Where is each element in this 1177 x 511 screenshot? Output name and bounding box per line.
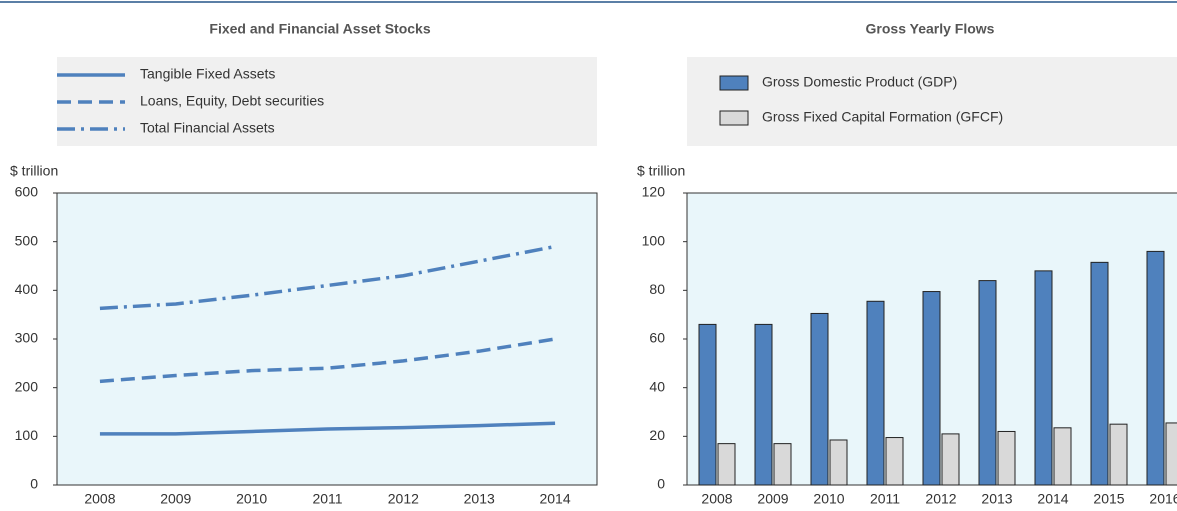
y-tick-label: 500	[15, 232, 39, 248]
y-axis-label: $ trillion	[10, 163, 58, 179]
bar	[997, 430, 1016, 486]
legend-swatch	[719, 110, 749, 126]
y-tick-label: 0	[657, 476, 665, 492]
x-tick-label: 2012	[925, 491, 956, 507]
bar	[829, 439, 848, 486]
y-tick-label: 200	[15, 378, 39, 394]
bar	[810, 312, 829, 486]
y-tick-label: 120	[642, 184, 666, 200]
x-tick-label: 2012	[388, 491, 419, 507]
legend-label: Gross Domestic Product (GDP)	[762, 74, 957, 90]
y-tick-label: 400	[15, 281, 39, 297]
y-tick-label: 100	[15, 427, 39, 443]
bar	[941, 433, 960, 486]
y-tick-label: 300	[15, 330, 39, 346]
y-tick-label: 20	[649, 427, 665, 443]
bar	[885, 437, 904, 486]
bar	[698, 323, 717, 486]
legend-label: Gross Fixed Capital Formation (GFCF)	[762, 109, 1003, 125]
y-tick-label: 80	[649, 281, 665, 297]
bar	[773, 443, 792, 486]
plot-area	[56, 192, 598, 486]
x-tick-label: 2008	[84, 491, 115, 507]
chart-title: Gross Yearly Flows	[866, 21, 995, 37]
line-series	[99, 421, 556, 436]
bar	[922, 291, 941, 486]
bar	[1109, 423, 1128, 486]
x-tick-label: 2016	[1149, 491, 1177, 507]
x-tick-label: 2014	[1037, 491, 1068, 507]
y-tick-label: 100	[642, 232, 666, 248]
y-tick-label: 0	[30, 476, 38, 492]
legend-swatch	[719, 75, 749, 91]
x-tick-label: 2011	[312, 491, 342, 507]
legend-label: Tangible Fixed Assets	[140, 66, 275, 82]
bar	[717, 443, 736, 486]
bar	[1090, 261, 1109, 486]
y-tick-label: 40	[649, 378, 665, 394]
x-tick-label: 2008	[701, 491, 732, 507]
x-tick-label: 2009	[757, 491, 788, 507]
x-tick-label: 2010	[813, 491, 844, 507]
line-series	[99, 337, 556, 384]
chart-title: Fixed and Financial Asset Stocks	[209, 21, 430, 37]
bar	[1053, 427, 1072, 486]
x-tick-label: 2014	[539, 491, 570, 507]
legend-label: Total Financial Assets	[140, 120, 275, 136]
bar	[978, 280, 997, 486]
bar	[1165, 422, 1177, 486]
bar	[1146, 250, 1165, 486]
line-series	[99, 244, 556, 311]
x-tick-label: 2009	[160, 491, 191, 507]
x-tick-label: 2011	[870, 491, 900, 507]
legend-label: Loans, Equity, Debt securities	[140, 93, 324, 109]
x-tick-label: 2013	[981, 491, 1012, 507]
legend-box	[57, 57, 597, 146]
bar	[754, 323, 773, 486]
y-tick-label: 60	[649, 330, 665, 346]
y-tick-label: 600	[15, 184, 39, 200]
bar	[1034, 270, 1053, 486]
y-axis-label: $ trillion	[637, 163, 685, 179]
legend-box	[687, 57, 1177, 146]
bar	[866, 300, 885, 486]
x-tick-label: 2015	[1093, 491, 1124, 507]
x-tick-label: 2013	[464, 491, 495, 507]
x-tick-label: 2010	[236, 491, 267, 507]
